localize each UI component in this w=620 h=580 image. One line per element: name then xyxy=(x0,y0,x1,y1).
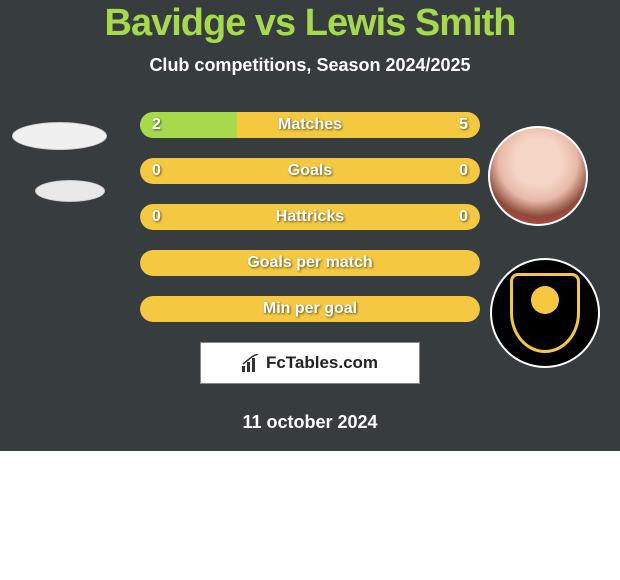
bar-row-min-per-goal: Min per goal xyxy=(140,296,480,322)
bar-label: Goals per match xyxy=(247,254,372,272)
header: Bavidge vs Lewis Smith Club competitions… xyxy=(0,0,620,94)
bar-left-value: 2 xyxy=(152,116,161,134)
bar-row-goals: 0 Goals 0 xyxy=(140,158,480,184)
bar-left-value: 0 xyxy=(152,208,161,226)
chart-icon xyxy=(242,354,260,372)
player-left-avatar xyxy=(12,122,107,150)
bar-row-matches: 2 Matches 5 xyxy=(140,112,480,138)
bar-label: Goals xyxy=(288,162,332,180)
shield-icon xyxy=(510,273,580,353)
bars-area: 2 Matches 5 0 Goals 0 0 Hattricks 0 Goal… xyxy=(140,94,480,322)
club-left-badge xyxy=(35,180,105,202)
bar-label: Min per goal xyxy=(263,300,357,318)
bar-label: Matches xyxy=(278,116,342,134)
bar-row-hattricks: 0 Hattricks 0 xyxy=(140,204,480,230)
page-title: Bavidge vs Lewis Smith xyxy=(0,2,620,45)
date-line: 11 october 2024 xyxy=(0,394,620,451)
bar-row-goals-per-match: Goals per match xyxy=(140,250,480,276)
page-subtitle: Club competitions, Season 2024/2025 xyxy=(0,55,620,94)
player-right-avatar xyxy=(488,126,588,226)
bar-right-fill xyxy=(237,112,480,138)
logo-box[interactable]: FcTables.com xyxy=(200,342,420,384)
bar-right-value: 0 xyxy=(459,208,468,226)
logo-text: FcTables.com xyxy=(266,353,378,373)
bar-right-value: 0 xyxy=(459,162,468,180)
bar-left-value: 0 xyxy=(152,162,161,180)
club-right-badge xyxy=(490,258,600,368)
bar-label: Hattricks xyxy=(276,208,344,226)
bar-right-value: 5 xyxy=(459,116,468,134)
